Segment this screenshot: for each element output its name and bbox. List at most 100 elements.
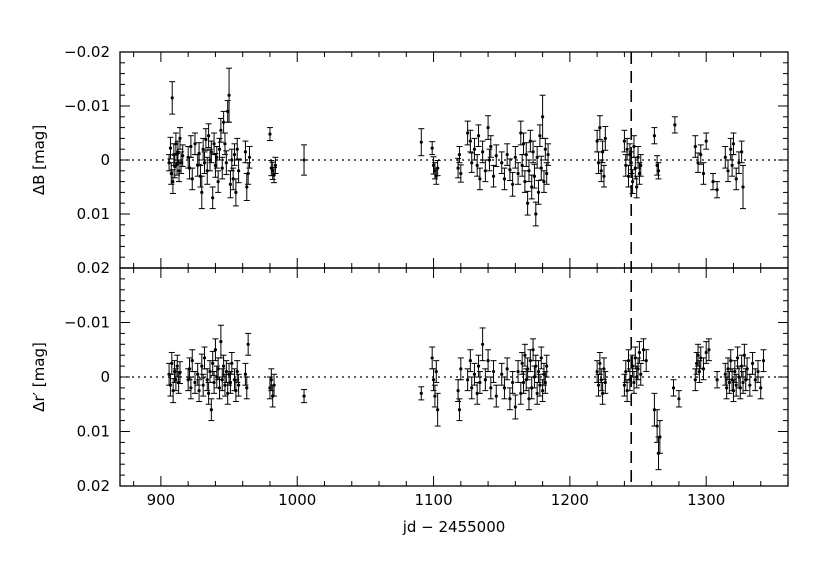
panel-delta-b: −0.02 −0.01 0 0.01 0.02 ΔB [mag] [30, 43, 789, 277]
data-point [744, 357, 751, 381]
data-point [174, 354, 181, 378]
data-point [509, 371, 516, 394]
data-point [498, 362, 505, 386]
data-points-top [166, 67, 747, 227]
data-point [187, 135, 194, 158]
data-point [226, 67, 233, 123]
data-point [487, 135, 494, 158]
data-point [692, 368, 699, 392]
data-point [535, 180, 542, 205]
data-point [693, 351, 700, 375]
data-point [487, 376, 494, 400]
data-point [539, 379, 546, 403]
data-point [536, 124, 543, 147]
data-point [246, 146, 253, 169]
data-point [512, 394, 519, 420]
data-point [171, 360, 178, 383]
data-point [740, 371, 747, 394]
data-point [301, 144, 308, 176]
data-point [468, 376, 475, 400]
data-point [509, 171, 516, 197]
data-point [243, 376, 250, 400]
data-point [186, 357, 193, 381]
data-point [271, 373, 278, 397]
data-point [209, 186, 216, 210]
data-point [179, 144, 186, 167]
x-tick-label: 1200 [551, 491, 589, 509]
data-point [191, 371, 198, 394]
data-point [524, 190, 531, 216]
data-point [235, 373, 242, 397]
data-point [714, 371, 721, 389]
data-point [271, 167, 278, 184]
data-point [455, 157, 462, 179]
data-point [467, 349, 474, 373]
data-point [219, 368, 226, 392]
data-point [471, 362, 478, 386]
data-point [429, 141, 436, 156]
data-point [637, 362, 644, 386]
data-point [501, 167, 508, 191]
data-point [213, 146, 220, 169]
data-point [269, 161, 276, 180]
y-tick-labels-top: −0.02 −0.01 0 0.01 0.02 [64, 43, 110, 277]
x-tick-label: 1000 [278, 491, 316, 509]
data-point [636, 162, 643, 185]
data-point [600, 357, 607, 381]
data-point [538, 155, 545, 181]
data-point [655, 162, 662, 180]
data-point [191, 132, 198, 156]
data-point [760, 349, 767, 373]
data-point [169, 81, 176, 115]
data-point [201, 151, 208, 174]
data-point [272, 156, 279, 174]
data-point [168, 351, 175, 375]
data-point [727, 349, 734, 373]
data-point [532, 354, 539, 378]
data-point [752, 368, 759, 392]
data-point [656, 420, 663, 454]
y-tick-label: 0.01 [77, 423, 110, 441]
y-tick-label: 0.02 [77, 477, 110, 495]
data-point [700, 162, 707, 185]
data-point [705, 338, 712, 362]
data-point [741, 343, 748, 367]
data-point [215, 357, 222, 381]
data-point [479, 140, 486, 164]
data-point [536, 373, 543, 397]
data-point [733, 167, 740, 191]
x-tick-label: 1300 [687, 491, 725, 509]
data-point [730, 132, 737, 156]
data-point [457, 164, 464, 183]
data-point [635, 146, 642, 169]
data-point [540, 170, 547, 193]
data-point [187, 376, 194, 400]
data-point [594, 360, 601, 383]
data-point [474, 154, 481, 177]
data-point [700, 357, 707, 381]
data-point [625, 349, 632, 373]
y-tick-label: 0.02 [77, 259, 110, 277]
data-point [200, 373, 207, 397]
data-point [211, 371, 218, 394]
data-point [504, 143, 511, 166]
data-point [482, 159, 489, 183]
data-point [205, 381, 212, 405]
data-point [530, 140, 537, 164]
data-point [268, 368, 275, 392]
data-point [523, 142, 530, 167]
data-point [599, 140, 606, 164]
data-point [217, 117, 224, 143]
y-tick-labels-bottom: −0.01 0 0.01 0.02 [64, 314, 110, 496]
data-point [633, 175, 640, 199]
data-point [520, 371, 527, 394]
y-tick-label: −0.01 [64, 314, 110, 332]
data-point [493, 144, 500, 167]
data-point [266, 376, 273, 400]
data-point [633, 365, 640, 389]
data-point [703, 341, 710, 364]
data-point [621, 129, 628, 153]
data-point [268, 160, 275, 177]
y-tick-label: 0 [100, 368, 110, 386]
data-point [221, 132, 228, 156]
